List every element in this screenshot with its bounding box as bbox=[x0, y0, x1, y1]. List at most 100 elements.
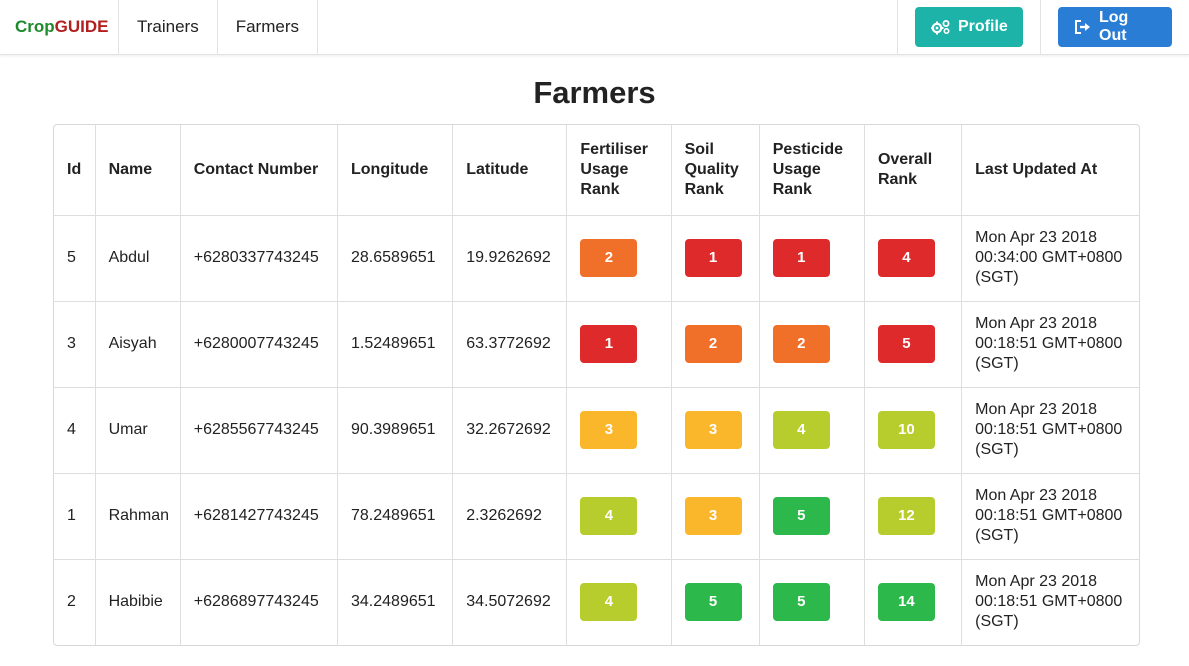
cell-last-updated: Mon Apr 23 2018 00:18:51 GMT+0800 (SGT) bbox=[975, 573, 1123, 631]
logout-slot: Log Out bbox=[1040, 0, 1189, 54]
rank-badge: 5 bbox=[772, 497, 830, 535]
rank-badge: 4 bbox=[877, 239, 935, 277]
cell-last-updated: Mon Apr 23 2018 00:34:00 GMT+0800 (SGT) bbox=[961, 215, 1139, 302]
cell-last-updated: Mon Apr 23 2018 00:18:51 GMT+0800 (SGT) bbox=[961, 387, 1139, 474]
brand-logo[interactable]: Crop GUIDE bbox=[0, 0, 119, 54]
table-row[interactable]: 2 Habibie +6286897743245 34.2489651 34.50726… bbox=[54, 559, 1139, 645]
rank-badge: 3 bbox=[580, 411, 638, 449]
profile-button-label: Profile bbox=[958, 18, 1008, 35]
cell-fertiliser-rank: 4 bbox=[566, 473, 672, 560]
cell-latitude: 63.3772692 bbox=[452, 301, 568, 388]
table-row[interactable]: 1 Rahman +6281427743245 78.2489651 2.3262692… bbox=[54, 473, 1139, 560]
nav-link-trainers[interactable]: Trainers bbox=[119, 0, 218, 54]
cell-latitude: 19.9262692 bbox=[452, 215, 568, 302]
cell-soil-rank: 3 bbox=[671, 387, 760, 474]
cell-latitude: 32.2672692 bbox=[452, 387, 568, 474]
gears-icon bbox=[931, 19, 951, 35]
table-row[interactable]: 4 Umar +6285567743245 90.3989651 32.2672692 3… bbox=[54, 387, 1139, 474]
cell-latitude: 34.5072692 bbox=[452, 559, 568, 645]
cell-overall-rank: 12 bbox=[864, 473, 963, 560]
cell-name: Habibie bbox=[95, 559, 181, 645]
cell-pesticide-rank: 1 bbox=[759, 215, 865, 302]
header-overall-rank[interactable]: Overall Rank bbox=[864, 125, 963, 216]
rank-badge: 5 bbox=[877, 325, 935, 363]
cell-contact: +6280007743245 bbox=[180, 301, 339, 388]
cell-id: 4 bbox=[54, 387, 96, 474]
rank-badge: 1 bbox=[772, 239, 830, 277]
header-contact[interactable]: Contact Number bbox=[180, 125, 339, 216]
rank-badge: 4 bbox=[580, 583, 638, 622]
cell-name: Abdul bbox=[95, 215, 181, 302]
rank-badge: 3 bbox=[684, 411, 742, 449]
nav-link-farmers[interactable]: Farmers bbox=[218, 0, 318, 54]
cell-fertiliser-rank: 4 bbox=[566, 559, 672, 645]
sign-out-icon bbox=[1074, 19, 1092, 35]
cell-id: 5 bbox=[54, 215, 96, 302]
rank-badge: 4 bbox=[772, 411, 830, 449]
cell-id: 1 bbox=[54, 473, 96, 560]
rank-badge: 14 bbox=[877, 583, 935, 622]
cell-fertiliser-rank: 2 bbox=[566, 215, 672, 302]
cell-pesticide-rank: 5 bbox=[759, 473, 865, 560]
cell-name: Umar bbox=[95, 387, 181, 474]
header-soil-rank[interactable]: Soil Quality Rank bbox=[671, 125, 760, 216]
cell-contact: +6286897743245 bbox=[180, 559, 339, 645]
cell-soil-rank: 3 bbox=[671, 473, 760, 560]
logout-button-label: Log Out bbox=[1099, 9, 1129, 44]
profile-button[interactable]: Profile bbox=[915, 7, 1023, 47]
table-row[interactable]: 3 Aisyah +6280007743245 1.52489651 63.377269… bbox=[54, 301, 1139, 388]
cell-pesticide-rank: 5 bbox=[759, 559, 865, 645]
cell-longitude: 34.2489651 bbox=[337, 559, 454, 645]
cell-fertiliser-rank: 3 bbox=[566, 387, 672, 474]
top-navbar: Crop GUIDE Trainers Farmers bbox=[0, 0, 1189, 55]
page-title: Farmers bbox=[533, 75, 656, 110]
rank-badge: 2 bbox=[772, 325, 830, 363]
header-name[interactable]: Name bbox=[95, 125, 181, 216]
header-latitude[interactable]: Latitude bbox=[452, 125, 568, 216]
rank-badge: 4 bbox=[580, 497, 638, 535]
cell-id: 3 bbox=[54, 301, 96, 388]
logout-button[interactable]: Log Out bbox=[1058, 7, 1172, 47]
cell-overall-rank: 4 bbox=[864, 215, 963, 302]
rank-badge: 2 bbox=[580, 239, 638, 277]
cell-last-updated: Mon Apr 23 2018 00:18:51 GMT+0800 (SGT) bbox=[961, 301, 1139, 388]
rank-badge: 5 bbox=[772, 583, 830, 622]
cell-soil-rank: 5 bbox=[671, 559, 760, 645]
rank-badge: 1 bbox=[580, 325, 638, 363]
cell-contact: +6285567743245 bbox=[180, 387, 339, 474]
cell-pesticide-rank: 2 bbox=[759, 301, 865, 388]
farmers-table-container: Id Name Contact Number Longitude Latitud… bbox=[53, 124, 1140, 646]
cell-name: Aisyah bbox=[95, 301, 181, 388]
cell-soil-rank: 1 bbox=[671, 215, 760, 302]
cell-latitude: 2.3262692 bbox=[452, 473, 568, 560]
cell-fertiliser-rank: 1 bbox=[566, 301, 672, 388]
cell-contact: +6280337743245 bbox=[180, 215, 339, 302]
rank-badge: 1 bbox=[684, 239, 742, 277]
nav-right-group: Profile Log Out bbox=[897, 0, 1189, 54]
table-row[interactable]: 5 Abdul +6280337743245 28.6589651 19.9262692… bbox=[54, 215, 1139, 302]
cell-longitude: 90.3989651 bbox=[337, 387, 454, 474]
cell-overall-rank: 5 bbox=[864, 301, 963, 388]
header-longitude[interactable]: Longitude bbox=[337, 125, 454, 216]
header-pesticide-rank[interactable]: Pesticide Usage Rank bbox=[759, 125, 865, 216]
cell-pesticide-rank: 4 bbox=[759, 387, 865, 474]
rank-badge: 10 bbox=[877, 411, 935, 449]
header-last-updated[interactable]: Last Updated At bbox=[961, 125, 1139, 216]
cell-id: 2 bbox=[54, 559, 96, 645]
rank-badge: 3 bbox=[684, 497, 742, 535]
cell-name: Rahman bbox=[95, 473, 181, 560]
cell-overall-rank: 10 bbox=[864, 387, 963, 474]
header-fertiliser-rank[interactable]: Fertiliser Usage Rank bbox=[566, 125, 672, 216]
rank-badge: 5 bbox=[684, 583, 742, 622]
brand-crop-text: Crop bbox=[15, 17, 55, 36]
cell-soil-rank: 2 bbox=[671, 301, 760, 388]
farmers-table: Id Name Contact Number Longitude Latitud… bbox=[54, 125, 1139, 645]
cell-contact: +6281427743245 bbox=[180, 473, 339, 560]
cell-overall-rank: 14 bbox=[864, 559, 963, 645]
cell-longitude: 28.6589651 bbox=[337, 215, 454, 302]
header-id[interactable]: Id bbox=[54, 125, 96, 216]
cell-longitude: 78.2489651 bbox=[337, 473, 454, 560]
rank-badge: 2 bbox=[684, 325, 742, 363]
profile-slot: Profile bbox=[897, 0, 1040, 54]
cell-last-updated: Mon Apr 23 2018 00:18:51 GMT+0800 (SGT) bbox=[961, 473, 1139, 560]
